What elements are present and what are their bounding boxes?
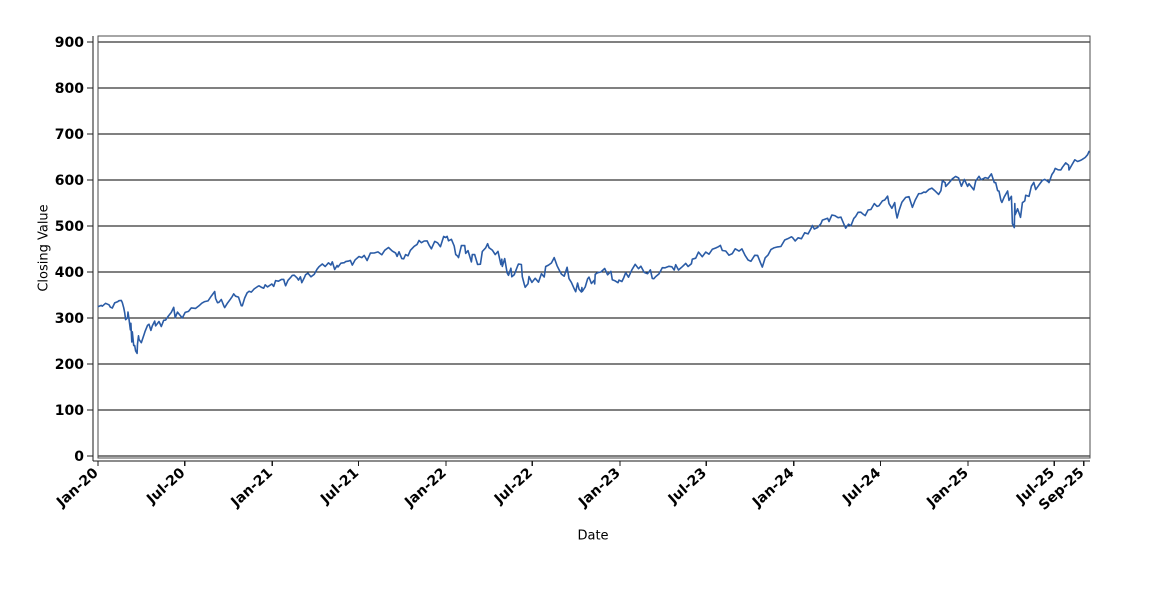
- x-tick-label: Jan-21: [227, 465, 276, 511]
- y-tick-label: 700: [55, 127, 84, 143]
- y-tick-label: 0: [74, 449, 84, 465]
- x-tick-label: Jan-25: [923, 465, 972, 511]
- y-tick-label: 300: [55, 311, 84, 327]
- x-tick-label: Jan-22: [401, 465, 450, 511]
- y-tick-label: 400: [55, 265, 84, 281]
- y-tick-label: 900: [55, 35, 84, 51]
- x-tick-label: Jul-24: [839, 465, 884, 508]
- y-tick-label: 600: [55, 173, 84, 189]
- x-tick-label: Jan-20: [53, 465, 102, 511]
- y-axis-title: Closing Value: [36, 204, 52, 292]
- plot-border: [97, 35, 1091, 459]
- x-tick-label: Jul-22: [491, 465, 536, 508]
- y-tick-label: 200: [55, 357, 84, 373]
- x-tick-label: Jul-20: [143, 465, 188, 508]
- x-tick-label: Jan-24: [749, 465, 798, 511]
- y-tick-label: 100: [55, 403, 84, 419]
- y-tick-label: 800: [55, 81, 84, 97]
- x-axis-title: Date: [577, 528, 609, 544]
- x-tick-label: Jul-21: [317, 465, 362, 508]
- series-line: [97, 150, 1090, 355]
- y-tick-label: 500: [55, 219, 84, 235]
- x-tick-label: Jan-23: [575, 465, 624, 511]
- x-tick-label: Jul-23: [665, 465, 710, 508]
